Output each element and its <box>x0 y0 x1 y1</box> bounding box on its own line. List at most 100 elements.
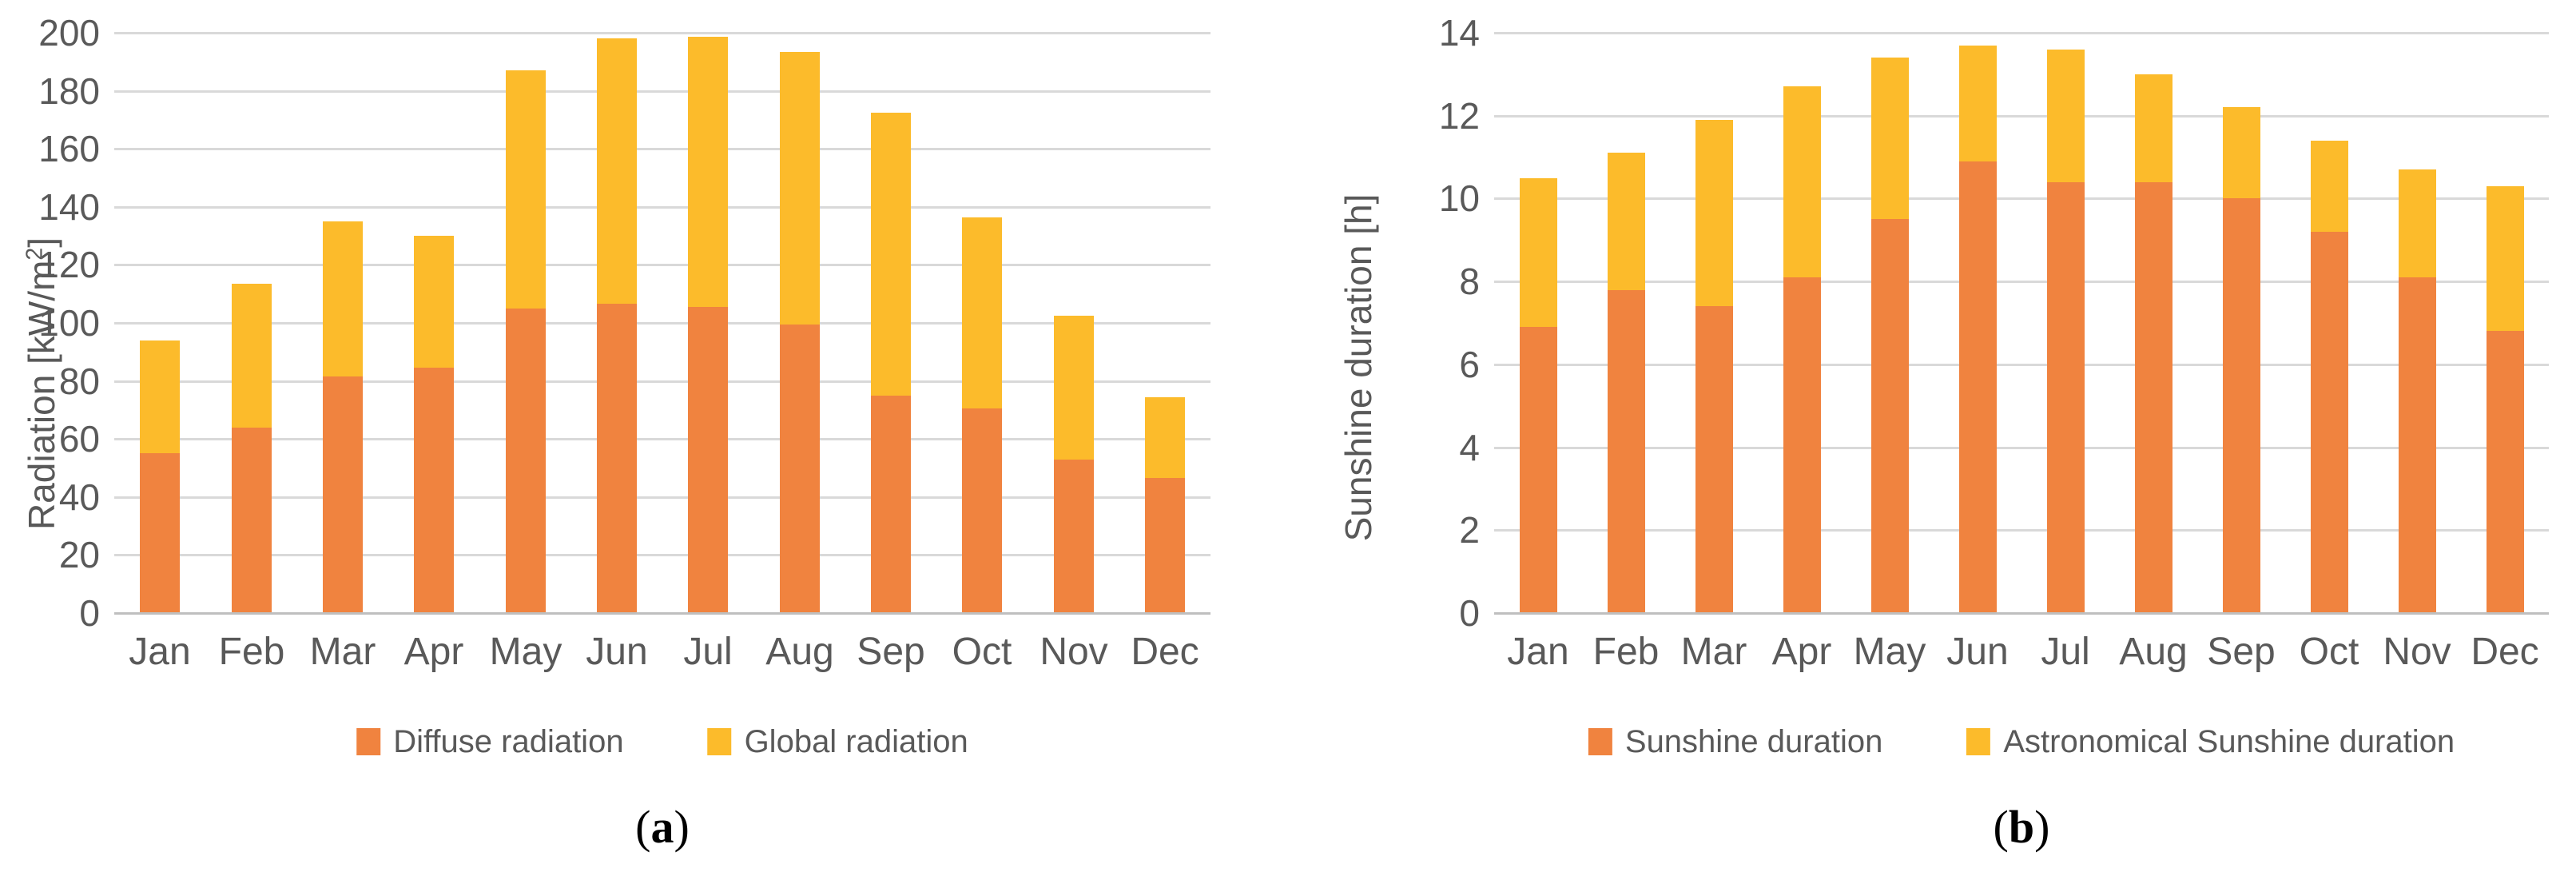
x-tick-label: Aug <box>2119 631 2188 673</box>
legend: Diffuse radiation Global radiation <box>356 719 968 764</box>
bar-segment-bottom <box>2487 331 2524 613</box>
x-tick-label: Jan <box>129 631 191 673</box>
x-tick-label: Oct <box>952 631 1012 673</box>
caption-letter: a <box>650 801 674 853</box>
bar-segment-top <box>1054 316 1094 460</box>
legend-swatch-icon <box>707 728 732 755</box>
x-tick-label: Mar <box>1680 631 1747 673</box>
gridline <box>114 206 1210 209</box>
bar-segment-top <box>2311 141 2348 232</box>
bar-segment-top <box>2399 169 2436 277</box>
y-axis-title-text: Sunshine duration [h] <box>1338 193 1379 542</box>
bar-segment-top <box>780 52 820 325</box>
bar-segment-top <box>1145 397 1185 478</box>
legend-item: Astronomical Sunshine duration <box>1966 719 2455 764</box>
y-tick-label: 80 <box>58 360 100 402</box>
x-tick-label: May <box>1853 631 1926 673</box>
bar-segment-bottom <box>2399 277 2436 613</box>
gridline <box>114 554 1210 556</box>
x-tick-label: Sep <box>2207 631 2276 673</box>
x-tick-label: Apr <box>403 631 464 673</box>
x-tick-label: Jul <box>683 631 733 673</box>
legend-item: Global radiation <box>707 719 968 764</box>
y-tick-label: 4 <box>1459 427 1480 468</box>
gridline <box>114 438 1210 440</box>
caption-paren: ( <box>635 801 651 853</box>
x-tick-label: Mar <box>309 631 376 673</box>
legend-item: Diffuse radiation <box>356 719 624 764</box>
gridline <box>114 90 1210 93</box>
bar-segment-bottom <box>1054 460 1094 613</box>
x-tick-label: Nov <box>1040 631 1108 673</box>
bar-segment-bottom <box>2311 232 2348 613</box>
gridline <box>114 380 1210 383</box>
legend-label: Sunshine duration <box>1624 724 1883 759</box>
bar-segment-top <box>962 217 1002 408</box>
x-axis-line <box>114 612 1210 615</box>
y-tick-label: 12 <box>1438 95 1480 137</box>
x-tick-label: Aug <box>765 631 834 673</box>
x-tick-label: Sep <box>857 631 925 673</box>
x-tick-label: Apr <box>1771 631 1832 673</box>
bar-segment-top <box>506 70 546 309</box>
y-tick-label: 200 <box>38 12 100 54</box>
gridline <box>1494 115 2549 117</box>
gridline <box>1494 32 2549 34</box>
bar-segment-top <box>140 340 180 453</box>
bar-segment-top <box>1871 58 1909 219</box>
legend-label: Astronomical Sunshine duration <box>2003 724 2455 759</box>
legend-swatch-icon <box>356 728 381 755</box>
x-tick-label: May <box>489 631 563 673</box>
legend-item: Sunshine duration <box>1588 719 1882 764</box>
gridline <box>1494 364 2549 366</box>
y-tick-label: 6 <box>1459 344 1480 385</box>
bar-segment-bottom <box>2135 182 2173 613</box>
gridline <box>1494 529 2549 532</box>
y-tick-label: 60 <box>58 418 100 460</box>
gridline <box>114 148 1210 150</box>
bar-segment-bottom <box>1871 219 1909 613</box>
y-tick-label: 160 <box>38 128 100 169</box>
bar-segment-top <box>232 284 272 428</box>
y-tick-label: 20 <box>58 534 100 575</box>
bar-segment-top <box>2135 74 2173 182</box>
x-tick-label: Jul <box>2041 631 2090 673</box>
x-tick-label: Dec <box>1131 631 1199 673</box>
gridline <box>1494 197 2549 200</box>
y-tick-label: 14 <box>1438 12 1480 54</box>
bar-segment-bottom <box>414 368 454 613</box>
bar-segment-bottom <box>688 307 728 613</box>
gridline <box>114 322 1210 325</box>
gridline <box>114 264 1210 266</box>
bar-segment-top <box>1959 46 1997 161</box>
subfigure-caption: (b) <box>1994 798 2050 857</box>
x-tick-label: Jun <box>586 631 648 673</box>
bar-segment-bottom <box>597 304 637 613</box>
x-tick-label: Oct <box>2299 631 2359 673</box>
bar-segment-top <box>1783 86 1821 277</box>
y-tick-label: 100 <box>38 302 100 344</box>
subfigure-caption: (a) <box>635 798 690 857</box>
x-tick-label: Nov <box>2383 631 2451 673</box>
bar-segment-bottom <box>780 325 820 613</box>
bar-segment-bottom <box>1608 290 1645 613</box>
legend-swatch-icon <box>1588 728 1612 755</box>
y-tick-label: 0 <box>1459 592 1480 634</box>
bar-segment-bottom <box>1695 306 1733 613</box>
bar-segment-top <box>323 221 363 376</box>
bar-segment-top <box>2487 186 2524 331</box>
y-tick-label: 0 <box>79 592 100 634</box>
bar-segment-bottom <box>232 428 272 613</box>
gridline <box>114 32 1210 34</box>
bar-segment-top <box>871 113 911 396</box>
bar-segment-bottom <box>2223 198 2260 613</box>
gridline <box>114 496 1210 499</box>
bar-segment-bottom <box>1520 327 1557 613</box>
x-tick-label: Jan <box>1507 631 1569 673</box>
y-tick-label: 2 <box>1459 509 1480 551</box>
bar-segment-top <box>414 236 454 368</box>
y-axis-title: Sunshine duration [h] <box>1337 194 1380 542</box>
bar-segment-top <box>688 37 728 307</box>
